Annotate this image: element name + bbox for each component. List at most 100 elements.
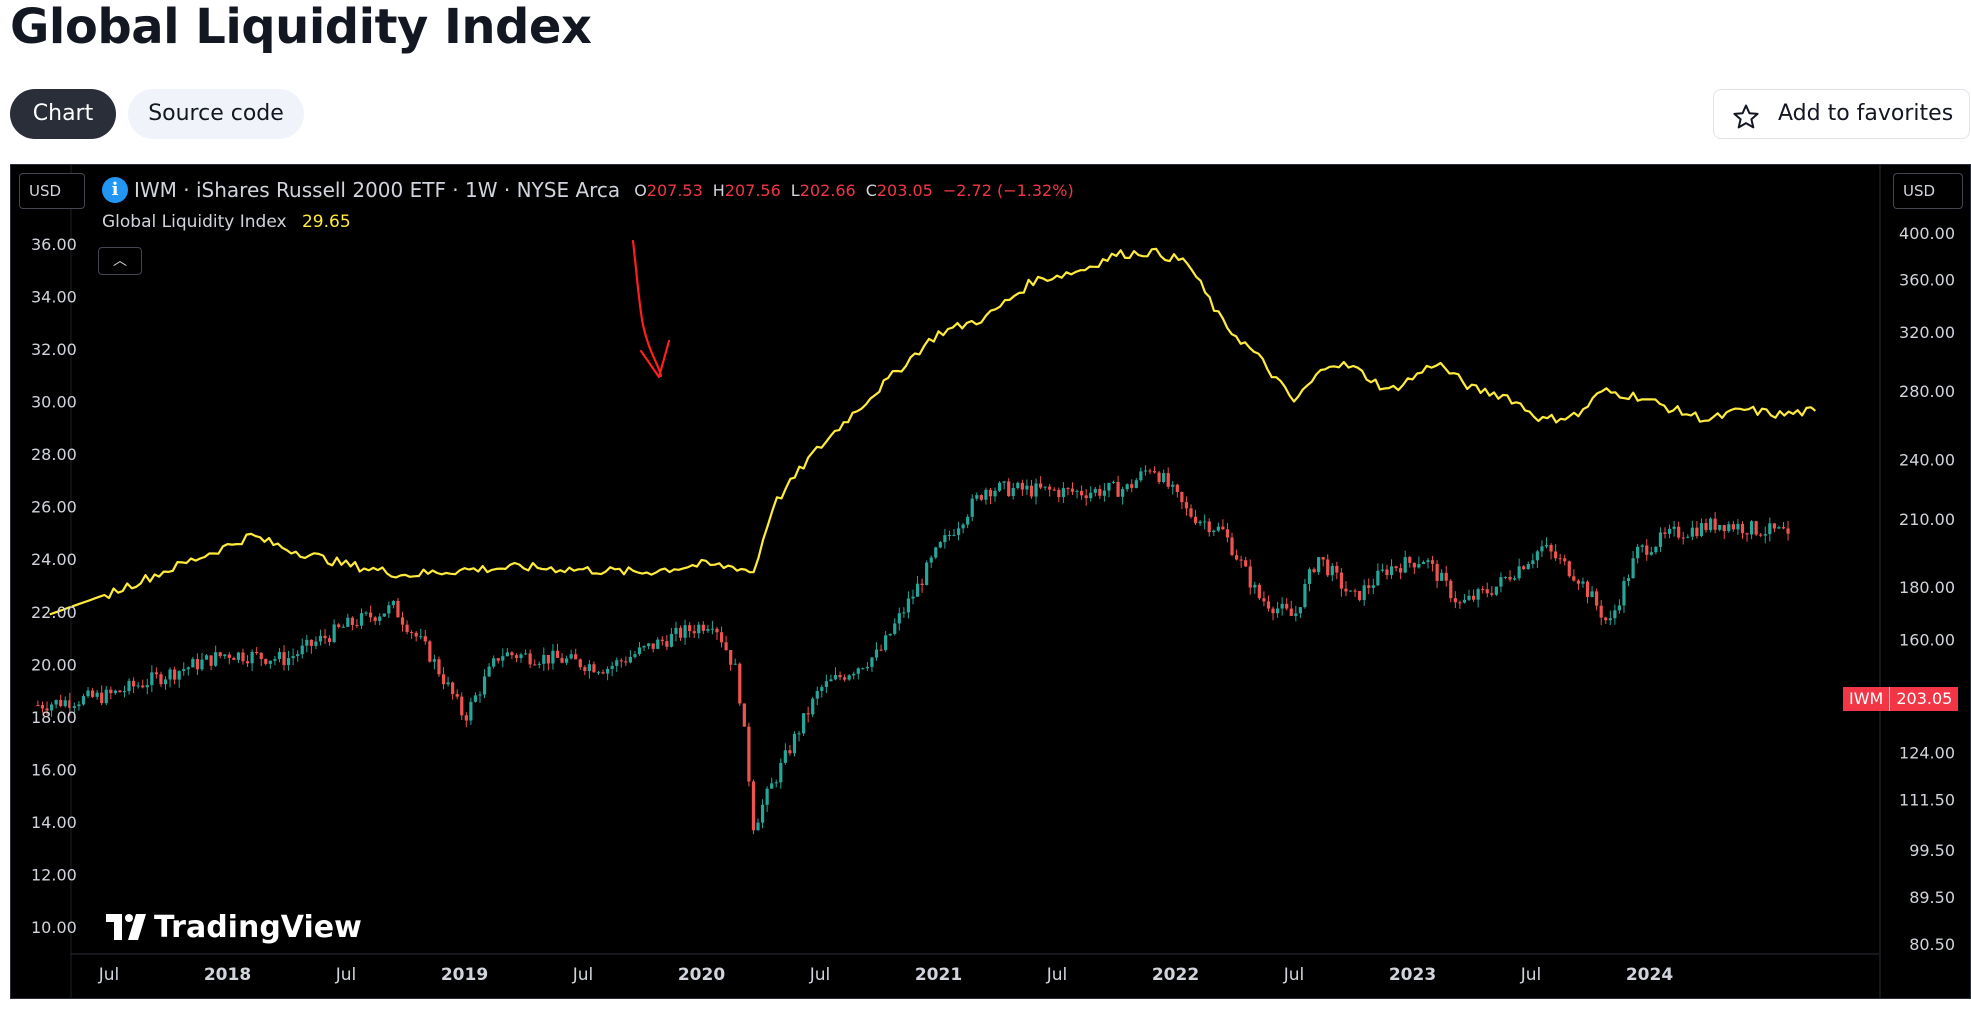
right-price-axis: 400.00 360.00 320.00 280.00 240.00 210.00 180.… [1879,165,1955,998]
right-axis-tick-label: 124.00 [1899,743,1955,762]
right-axis-tick-label: 160.00 [1899,630,1955,649]
right-axis-tick-label: 280.00 [1899,382,1955,401]
candle-body [86,690,90,697]
candle-body [1777,527,1781,529]
candle-body [601,672,605,674]
candle-body [437,659,441,675]
ohlc-low-value: 202.66 [799,180,856,200]
candle-body [1312,569,1316,573]
right-axis-tick-label: 80.50 [1909,935,1955,954]
candle-body [610,665,614,669]
candles-iwm [36,465,1790,835]
candle-body [1389,566,1394,576]
indicator-legend[interactable]: Global Liquidity Index 29.65 [102,212,351,232]
tab-source-code[interactable]: Source code [128,89,304,139]
time-axis-tick-label: 2021 [915,965,962,985]
candle-body [997,482,1002,491]
candle-body [1412,562,1416,568]
symbol-description[interactable]: IWM · iShares Russell 2000 ETF · 1W · NY… [134,178,621,202]
candle-body [1084,495,1088,499]
candle-body [1462,599,1467,603]
candle-body [1567,561,1571,577]
candle-body [596,672,601,674]
ohlc-close-value: 203.05 [876,180,933,200]
candle-body [569,654,573,659]
candle-body [173,669,177,680]
candle-body [177,671,181,680]
candle-body [204,655,209,660]
candle-body [460,696,464,716]
collapse-legend-button[interactable]: ︿ [98,247,142,275]
candle-body [451,682,455,695]
candle-body [1759,534,1763,536]
candle-body [1672,526,1676,529]
candle-body [209,655,213,666]
annotation-arrow [631,239,671,379]
candle-body [1257,584,1261,599]
candle-body [651,643,655,649]
add-to-favorites-button[interactable]: Add to favorites [1713,89,1970,139]
candle-body [815,690,819,699]
candle-body [1285,603,1289,609]
candle-body [1458,602,1462,604]
info-icon[interactable]: i [102,177,128,203]
tradingview-logo[interactable]: TradingView [106,907,362,947]
candle-body [259,652,263,659]
candle-body [464,715,468,721]
candle-body [637,647,642,655]
candle-body [1143,470,1148,472]
candle-body [865,666,869,669]
currency-selector-left[interactable]: USD [19,173,85,209]
candle-body [145,685,149,688]
left-axis-tick-label: 10.00 [31,918,77,937]
candle-body [1038,483,1043,488]
candle-body [505,652,509,657]
candle-body [286,658,291,666]
indicator-name: Global Liquidity Index [102,212,287,232]
candle-body [1121,489,1125,497]
candle-body [113,690,117,694]
candle-body [656,639,660,649]
candle-body [1234,555,1239,560]
candle-body [870,657,874,667]
candle-body [1034,483,1038,497]
tab-chart[interactable]: Chart [10,89,116,139]
candle-body [1512,578,1517,580]
candle-body [843,677,847,680]
right-axis-tick-label: 210.00 [1899,510,1955,529]
chart-panel[interactable]: 36.00 34.00 32.00 30.00 28.00 26.00 24.00 22.00… [10,164,1971,999]
left-axis-tick-label: 30.00 [31,393,77,412]
candle-body [587,664,591,672]
candle-body [273,659,277,661]
candle-body [1244,560,1248,567]
candle-body [751,781,756,831]
candle-body [1540,546,1544,552]
candle-body [574,654,578,660]
candle-body [1171,484,1175,487]
candle-body [888,633,892,636]
left-axis-tick-label: 18.00 [31,708,77,727]
candle-body [68,700,72,708]
candle-body [1139,471,1143,481]
candle-body [1581,581,1585,584]
candle-body [182,669,186,672]
candle-body [492,658,496,667]
candle-body [1613,610,1617,619]
candle-body [1212,530,1216,533]
candle-body [1011,488,1015,497]
candle-body [1544,544,1549,547]
candle-body [710,628,715,630]
candle-body [104,689,108,704]
candle-body [560,657,564,663]
candle-body [1608,618,1612,621]
currency-selector-right[interactable]: USD [1893,173,1963,209]
candle-body [510,652,514,656]
chart-canvas[interactable]: 36.00 34.00 32.00 30.00 28.00 26.00 24.00 22.00… [11,165,1971,999]
candle-body [214,652,218,666]
candle-body [1262,598,1266,602]
candle-body [441,674,446,685]
candle-body [40,705,45,709]
candle-body [1307,569,1312,584]
candle-body [660,639,664,642]
candle-body [1367,585,1371,588]
